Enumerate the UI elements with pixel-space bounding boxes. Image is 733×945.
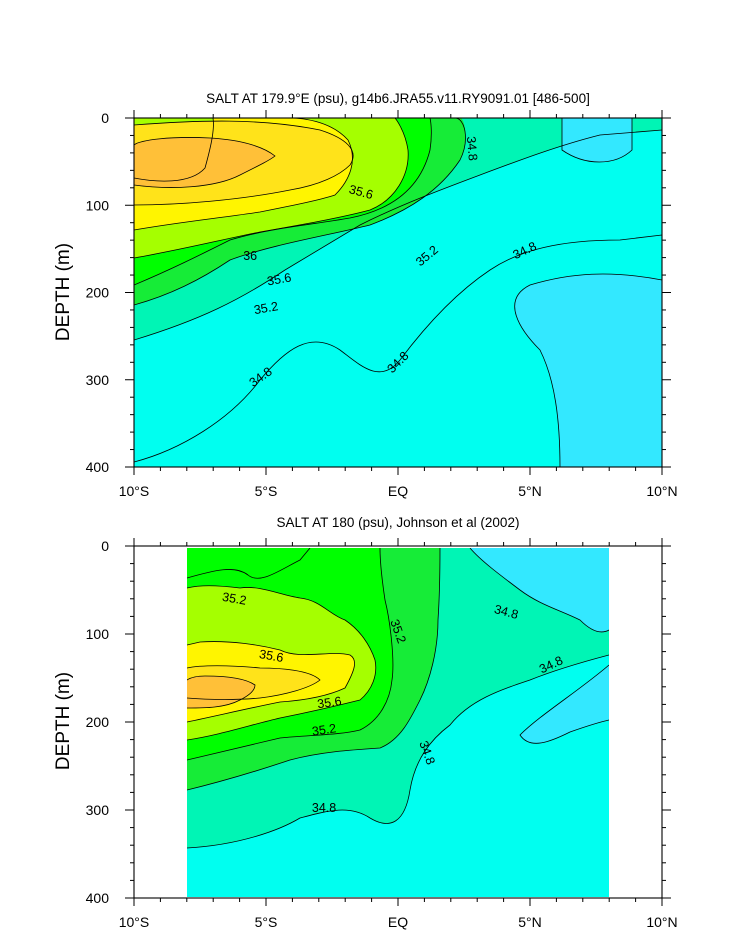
top-x-tick-label: 10°S	[119, 483, 150, 499]
bottom-contour-label: 35.6	[258, 647, 284, 665]
bottom-isoline	[469, 548, 609, 633]
bottom-isoline	[187, 548, 441, 791]
top-x-tick-label: EQ	[388, 483, 408, 499]
bottom-isoline	[187, 585, 377, 741]
top-axis-ticks: 10°S 5°S EQ 5°N 10°N 0 100 200 300 400	[86, 110, 678, 499]
top-y-tick-label: 300	[86, 372, 110, 388]
bottom-contour-label: 35.2	[311, 721, 337, 738]
bottom-fill-346-deep	[520, 665, 609, 744]
model-salinity-panel: SALT AT 179.9°E (psu), g14b6.JRA55.v11.R…	[53, 91, 678, 499]
top-contour-label: 36	[243, 249, 257, 263]
top-contour-label: 35.6	[347, 182, 374, 202]
bottom-y-tick-label: 400	[86, 890, 110, 906]
bottom-isoline	[187, 548, 394, 761]
bottom-fill-346-surface	[470, 548, 609, 632]
bottom-x-tick-label: 5°N	[518, 914, 542, 930]
bottom-contour-label: 35.6	[316, 694, 342, 711]
bottom-y-axis-title: DEPTH (m)	[53, 672, 74, 770]
top-contour-label: 34.8	[464, 136, 480, 162]
bottom-x-tick-label: EQ	[388, 914, 408, 930]
top-isoline	[561, 118, 633, 163]
top-fill-346-surface	[562, 118, 632, 162]
top-isoline	[514, 273, 662, 467]
top-isoline	[134, 118, 214, 182]
observed-salinity-panel: SALT AT 180 (psu), Johnson et al (2002) …	[53, 515, 678, 930]
bottom-y-tick-label: 200	[86, 714, 110, 730]
top-contour-field: 34.835.636 35.2 34.835.635.234.834.8	[134, 118, 662, 467]
top-y-tick-label: 400	[86, 459, 110, 475]
top-fill-346-deep	[514, 273, 662, 467]
top-contour-label: 35.6	[266, 270, 292, 288]
bottom-isoline	[187, 675, 256, 709]
bottom-fill-362	[187, 676, 255, 708]
bottom-y-tick-label: 0	[101, 538, 109, 554]
bottom-isoline	[519, 664, 609, 744]
top-y-tick-label: 200	[86, 285, 110, 301]
bottom-isoline	[187, 548, 311, 579]
bottom-isoline	[187, 654, 609, 849]
bottom-isoline	[187, 641, 355, 723]
top-isoline	[134, 234, 662, 463]
top-isoline	[134, 118, 432, 286]
top-x-tick-label: 10°N	[646, 483, 677, 499]
top-panel-title: SALT AT 179.9°E (psu), g14b6.JRA55.v11.R…	[206, 91, 590, 106]
top-isoline	[134, 120, 354, 206]
bottom-x-tick-label: 10°S	[119, 914, 150, 930]
top-x-tick-label: 5°N	[518, 483, 542, 499]
top-contour-label: 35.2	[253, 299, 279, 317]
top-isoline	[134, 137, 276, 188]
top-y-tick-label: 100	[86, 197, 110, 213]
bottom-contour-field: 35.235.234.835.6 34.835.635.234.834.8	[187, 548, 609, 897]
top-y-tick-label: 0	[101, 110, 109, 126]
bottom-contour-label: 34.8	[493, 602, 520, 622]
bottom-isoline	[187, 665, 321, 700]
bottom-x-tick-label: 10°N	[646, 914, 677, 930]
bottom-axis-ticks: 10°S 5°S EQ 5°N 10°N 0 100 200 300 400	[86, 538, 678, 930]
top-isoline	[134, 118, 353, 231]
bottom-contour-label: 35.2	[221, 590, 247, 608]
bottom-panel-title: SALT AT 180 (psu), Johnson et al (2002)	[277, 515, 520, 530]
top-isoline	[134, 129, 662, 341]
top-isoline	[134, 118, 409, 259]
bottom-y-tick-label: 300	[86, 802, 110, 818]
top-x-tick-label: 5°S	[255, 483, 278, 499]
top-y-axis-title: DEPTH (m)	[53, 243, 74, 341]
top-isoline	[134, 118, 466, 306]
bottom-x-tick-label: 5°S	[255, 914, 278, 930]
bottom-y-tick-label: 100	[86, 626, 110, 642]
bottom-contour-label: 34.8	[312, 801, 336, 815]
